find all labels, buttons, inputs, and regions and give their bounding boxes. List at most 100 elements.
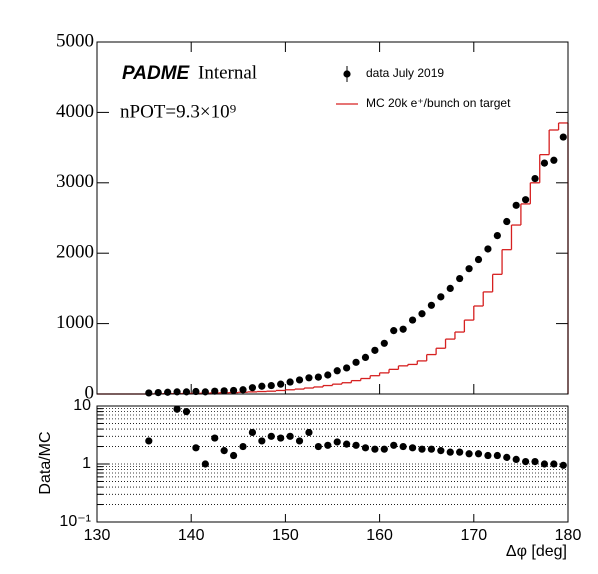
data-point: [145, 389, 153, 397]
ratio-point: [503, 453, 511, 461]
ratio-point: [371, 445, 379, 453]
frame: [96, 41, 569, 395]
x-tick-label: 160: [366, 527, 393, 544]
ratio-point: [550, 460, 558, 468]
data-point: [352, 358, 360, 366]
y-tick-label: 10: [73, 397, 91, 414]
ratio-point: [305, 428, 313, 437]
data-point: [493, 232, 501, 240]
ratio-point: [559, 461, 567, 469]
ratio-point: [173, 405, 181, 413]
y-tick-label: 0: [85, 382, 95, 403]
x-tick-label: 130: [84, 527, 111, 544]
y-tick-label: 1000: [56, 312, 94, 333]
data-point: [456, 274, 464, 283]
legend-label: MC 20k e⁺/bunch on target: [366, 96, 511, 110]
ratio-point: [418, 445, 426, 453]
data-point: [277, 380, 285, 388]
data-point: [267, 381, 275, 390]
data-point: [295, 376, 304, 384]
x-tick-label: 150: [272, 527, 299, 544]
ratio-point: [314, 442, 322, 451]
ratio-point: [465, 450, 473, 458]
data-point: [164, 388, 172, 396]
data-point: [484, 245, 492, 253]
ratio-point: [333, 438, 341, 446]
ratio-point: [390, 441, 398, 449]
y-tick-label: 3000: [56, 171, 94, 192]
data-point: [192, 387, 200, 396]
data-point: [437, 293, 445, 301]
data-point: [540, 159, 549, 167]
data-point: [248, 384, 257, 392]
y-tick-label: 2000: [56, 242, 94, 263]
data-point: [512, 201, 520, 209]
ratio-point: [437, 447, 445, 455]
data-point: [427, 301, 436, 309]
x-tick-label: 170: [460, 527, 487, 544]
data-point: [474, 255, 483, 264]
data-point: [154, 388, 162, 397]
ratio-point: [361, 444, 370, 452]
data-point: [220, 387, 228, 395]
x-tick-label: 140: [178, 527, 205, 544]
data-point: [258, 382, 266, 390]
ratio-point: [399, 442, 407, 451]
ratio-point: [456, 448, 464, 456]
data-point: [286, 378, 294, 386]
ratio-point: [248, 428, 257, 437]
ratio-point: [493, 451, 501, 460]
data-point: [446, 284, 454, 292]
ratio-point: [512, 455, 520, 464]
y-tick-label: 10⁻¹: [59, 513, 91, 530]
data-point: [522, 196, 530, 204]
data-point: [333, 367, 341, 375]
data-point: [314, 373, 322, 381]
data-point: [503, 217, 511, 226]
data-point: [361, 353, 370, 361]
data-point: [371, 346, 379, 354]
data-point: [305, 374, 313, 382]
ratio-point: [343, 440, 351, 448]
ratio-point: [295, 437, 304, 445]
ratio-point: [211, 434, 219, 442]
ratio-point: [145, 437, 153, 445]
pot-label: nPOT=9.3×10⁹: [120, 101, 237, 122]
ratio-point: [531, 457, 539, 466]
ratio-point: [352, 441, 360, 449]
data-point: [559, 133, 567, 141]
ratio-point: [277, 434, 285, 442]
data-point: [211, 387, 219, 395]
data-point: [239, 386, 247, 394]
y-tick-label: 4000: [56, 101, 94, 122]
data-point: [399, 325, 407, 333]
ratio-point: [540, 460, 549, 468]
data-point: [550, 156, 558, 164]
ratio-point: [220, 447, 228, 455]
data-point: [408, 316, 417, 324]
experiment-label: PADME: [122, 63, 191, 84]
x-axis-label: Δφ [deg]: [506, 543, 567, 560]
ratio-point: [484, 451, 492, 460]
y-tick-label: 1: [82, 455, 91, 472]
data-point: [465, 265, 473, 273]
ratio-point: [286, 432, 294, 440]
ratio-point: [229, 451, 238, 460]
data-point: [390, 327, 398, 335]
data-point: [418, 310, 426, 318]
ratio-point: [258, 437, 266, 445]
ratio-point: [408, 444, 417, 452]
y-axis-label: Data/MC: [37, 431, 54, 494]
ratio-point: [446, 448, 454, 456]
mc-connectors: [152, 122, 569, 394]
ratio-point: [324, 441, 332, 449]
data-point: [229, 386, 238, 395]
ratio-point: [474, 450, 483, 458]
ratio-point: [192, 444, 200, 452]
y-tick-label: 5000: [56, 30, 94, 51]
ratio-point: [427, 445, 436, 453]
frame: [96, 405, 569, 523]
ratio-point: [267, 432, 275, 440]
